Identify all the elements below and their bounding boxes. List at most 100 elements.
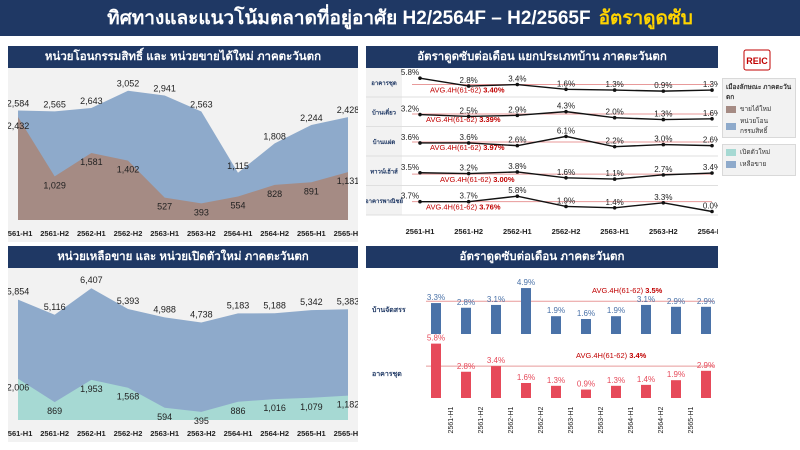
data-label: 594 [157,412,172,422]
data-label: 1,953 [80,384,103,394]
avg-value: 3.00% [493,175,515,184]
data-label: 5,116 [44,302,66,312]
data-label: 3,052 [117,79,140,89]
chart4-panel: บ้านจัดสรร AVG.4H(61-62) 3.5% 3.3% 2.8% 3.1%… [366,268,725,444]
data-label: 3.7% [401,192,419,201]
x-tick-label: 2561-H1 [448,406,455,433]
data-label: 2,428 [337,105,358,115]
line-point [564,204,568,209]
data-label: 2.6% [703,136,718,145]
chart1-title: หน่วยโอนกรรมสิทธิ์ และ หน่วยขายได้ใหม่ ภ… [8,46,358,68]
avg-label-text: AVG.4H(61-62) [430,86,483,95]
avg-label-text: AVG.4H(61-62) [440,175,493,184]
data-label: 2.9% [697,297,715,306]
avg-value: 3.39% [479,115,501,124]
page-title-main: ทิศทางและแนวโน้มตลาดที่อยู่อาศัย H2/2564… [107,8,591,29]
chart3-svg: 5,854 5,116 6,407 5,393 4,988 4,738 5,183 5,188… [4,275,363,438]
data-label: 3.2% [460,164,478,173]
x-tick-label: 2561-H2 [454,227,483,236]
bar [431,303,441,334]
bar [701,306,711,334]
row-label-bg [366,127,402,156]
data-label: 2,941 [153,83,176,93]
x-tick-label: 2564-H1 [698,227,718,236]
x-tick-label: 2564-H2 [260,229,289,238]
area-series-2 [18,116,348,220]
data-label: 2,244 [300,113,323,123]
data-label: 2.0% [606,108,624,117]
avg-label-text: AVG.4H(61-62) [430,143,483,152]
data-label: 2,563 [190,99,213,109]
data-label: 1.3% [654,110,672,119]
bar [581,319,591,334]
line-point [564,87,568,92]
x-tick-label: 2563-H1 [600,227,629,236]
data-label: 1.4% [606,198,624,207]
avg-label-text: AVG.4H(61-62) [426,203,479,212]
bar [671,380,681,398]
data-label: 2.2% [606,137,624,146]
legend-bottom: เปิดตัวใหม่ เหลือขาย [722,144,796,176]
x-tick-label: 2563-H1 [150,429,179,438]
data-label: 886 [230,406,245,416]
line-point [612,115,617,120]
data-label: 2.8% [460,76,478,85]
line-point [466,84,471,88]
bar [611,385,621,398]
row-label-bg [366,156,402,185]
data-label: 527 [157,202,172,212]
avg-label: AVG.4H(61-62) 3.4% [576,351,647,360]
data-label: 3.0% [654,135,672,144]
data-label: 1,568 [117,392,140,402]
bar [491,304,501,334]
x-tick-label: 2565-H2 [334,429,358,438]
data-label: 3.5% [401,163,419,172]
x-tick-label: 2563-H2 [649,227,678,236]
data-label: 3.4% [703,163,718,172]
line-point [710,143,714,148]
row-label: ทาวน์เฮ้าส์ [370,167,398,175]
x-tick-label: 2564-H2 [658,406,665,433]
data-label: 3.1% [637,295,655,304]
bar [431,343,441,398]
data-label: 1.6% [517,373,535,382]
row-label-bg [366,68,402,97]
x-tick-label: 2562-H2 [114,229,143,238]
data-label: 1.6% [557,168,575,177]
x-tick-label: 2562-H1 [77,229,106,238]
chart4-title: อัตราดูดซับต่อเดือน ภาคตะวันตก [366,246,718,268]
legend-label: เปิดตัวใหม่ [740,149,771,156]
data-label: 5.8% [401,68,419,77]
line-point [466,141,471,145]
line-point [661,89,666,93]
data-label: 1,079 [300,402,323,412]
data-label: 1.9% [547,306,565,315]
data-label: 5,383 [337,296,358,306]
chart1-panel: 2,584 2,565 2,643 3,052 2,941 2,563 1,115 1,808… [4,68,363,242]
x-tick-label: 2564-H1 [224,229,253,238]
data-label: 1,016 [263,403,286,413]
data-label: 395 [194,416,209,426]
data-label: 3.8% [508,162,526,171]
row-label-bg [366,97,402,126]
line-point [418,199,422,204]
row-label: บ้านแฝด [373,138,396,146]
data-label: 3.3% [654,193,672,202]
chart2-title: อัตราดูดซับต่อเดือน แยกประเภทบ้าน ภาคตะว… [366,46,718,68]
x-tick-label: 2564-H1 [224,429,253,438]
legend-label: หน่วยโอนกรรมสิทธิ์ [740,118,769,135]
data-label: 1.4% [637,375,655,384]
chart1-svg: 2,584 2,565 2,643 3,052 2,941 2,563 1,115 1,808… [4,79,363,238]
line-point [612,177,617,181]
x-tick-label: 2561-H1 [406,227,435,236]
line-point [710,88,714,92]
data-label: 3.6% [460,133,478,142]
data-label: 1,131 [337,176,358,186]
data-label: 1.9% [607,306,625,315]
line-point [515,170,520,174]
avg-value: 3.97% [483,143,505,152]
data-label: 2.7% [654,165,672,174]
data-label: 869 [47,406,62,416]
data-label: 5.8% [508,186,526,195]
avg-value: 3.76% [479,203,501,212]
